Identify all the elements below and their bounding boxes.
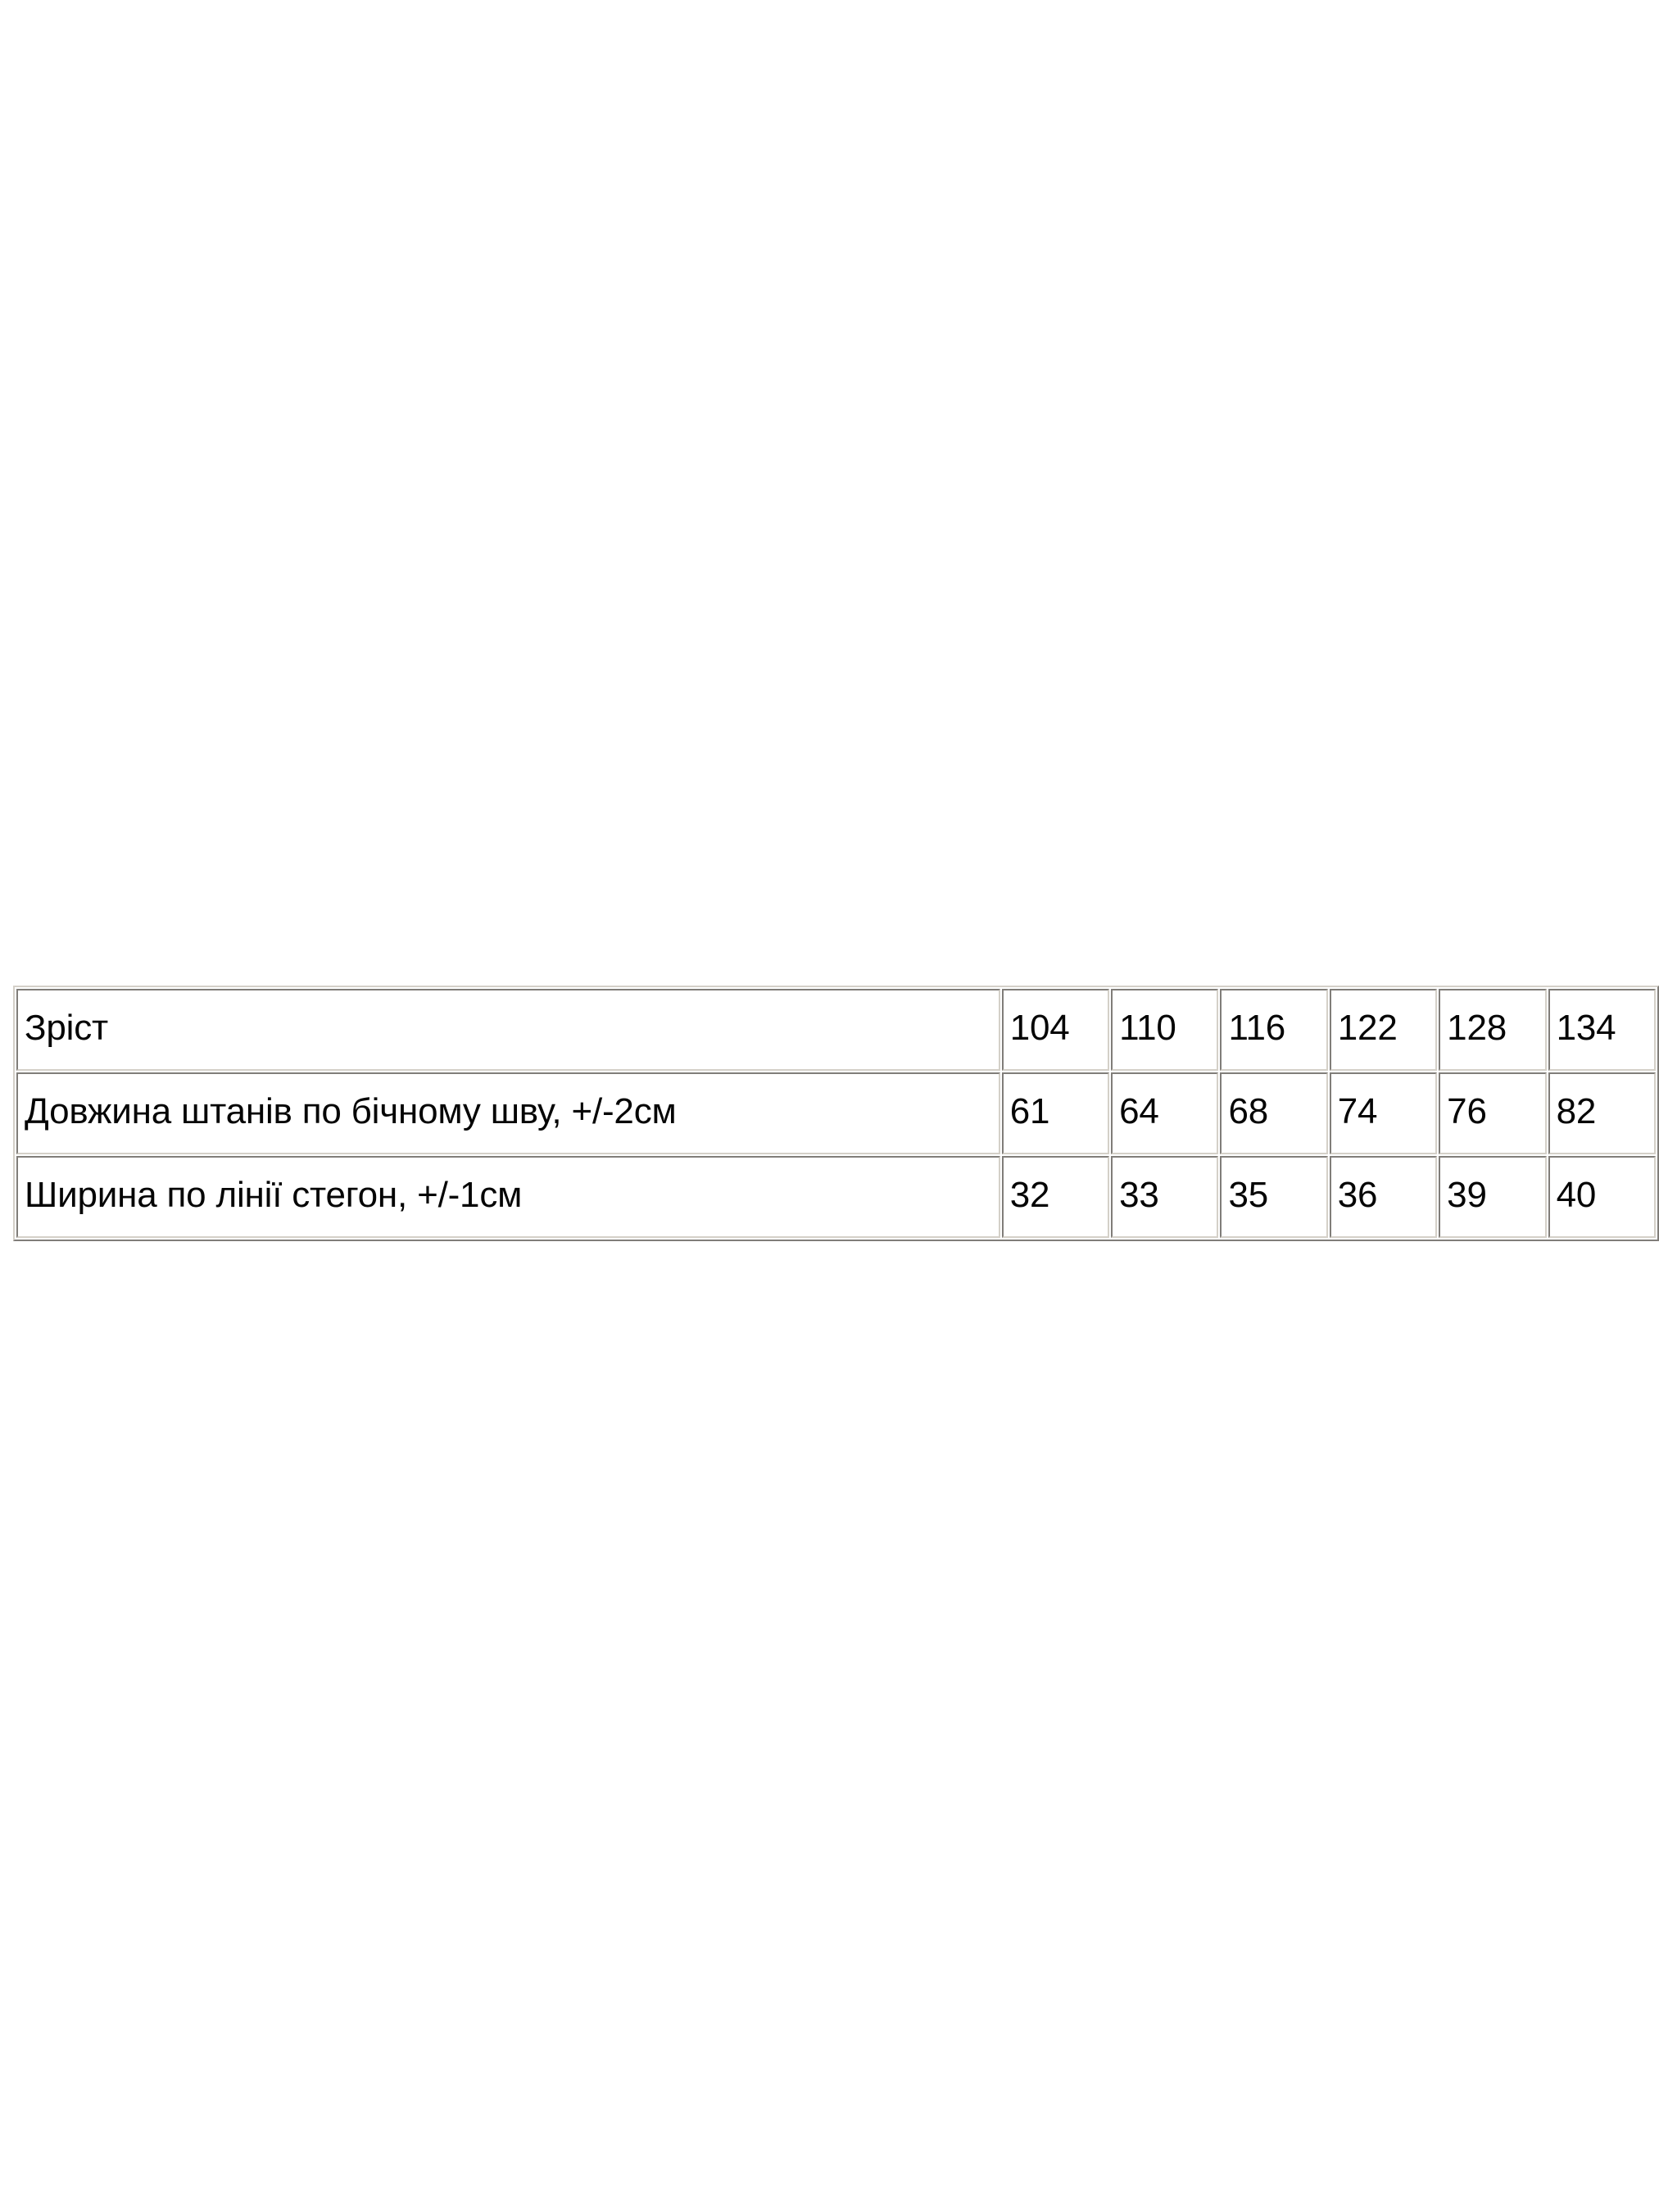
cell-height-104: 104: [1001, 989, 1110, 1071]
cell-height-134: 134: [1548, 989, 1656, 1071]
table-row: Ширина по лінії стегон, +/-1см 32 33 35 …: [16, 1156, 1656, 1238]
size-chart-body: Зріст 104 110 116 122 128 134 Довжина шт…: [16, 989, 1656, 1238]
cell-height-128: 128: [1439, 989, 1547, 1071]
cell-hip-width-2: 33: [1111, 1156, 1219, 1238]
cell-hip-width-6: 40: [1548, 1156, 1656, 1238]
cell-hip-width-1: 32: [1001, 1156, 1110, 1238]
row-label-pants-length: Довжина штанів по бічному шву, +/-2см: [16, 1072, 1000, 1154]
cell-pants-length-4: 74: [1329, 1072, 1438, 1154]
cell-pants-length-5: 76: [1439, 1072, 1547, 1154]
cell-hip-width-3: 35: [1220, 1156, 1328, 1238]
cell-hip-width-4: 36: [1329, 1156, 1438, 1238]
cell-pants-length-6: 82: [1548, 1072, 1656, 1154]
cell-height-116: 116: [1220, 989, 1328, 1071]
row-label-hip-width: Ширина по лінії стегон, +/-1см: [16, 1156, 1000, 1238]
cell-pants-length-3: 68: [1220, 1072, 1328, 1154]
table-row: Довжина штанів по бічному шву, +/-2см 61…: [16, 1072, 1656, 1154]
size-chart-table: Зріст 104 110 116 122 128 134 Довжина шт…: [13, 986, 1659, 1241]
cell-hip-width-5: 39: [1439, 1156, 1547, 1238]
cell-pants-length-1: 61: [1001, 1072, 1110, 1154]
cell-height-110: 110: [1111, 989, 1219, 1071]
cell-pants-length-2: 64: [1111, 1072, 1219, 1154]
row-label-height: Зріст: [16, 989, 1000, 1071]
cell-height-122: 122: [1329, 989, 1438, 1071]
table-row: Зріст 104 110 116 122 128 134: [16, 989, 1656, 1071]
